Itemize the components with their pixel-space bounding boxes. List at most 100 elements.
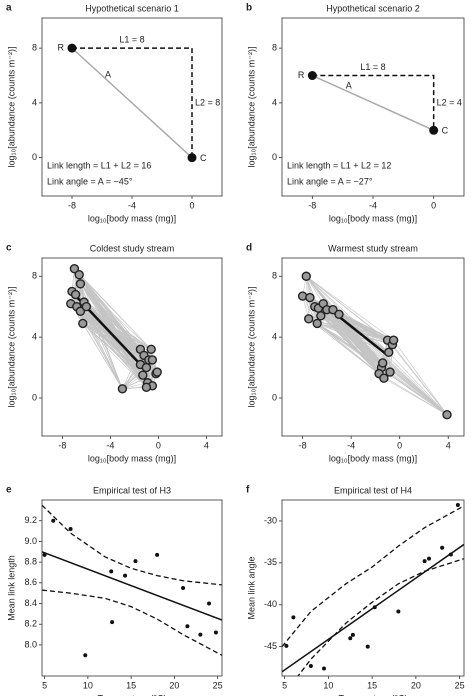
trophic-link [82, 323, 141, 350]
fit-line [42, 551, 222, 621]
trophic-link [78, 274, 152, 350]
y-tick-label: 8 [272, 42, 277, 52]
axes-frame [41, 257, 223, 437]
species-point [141, 362, 152, 373]
x-tick-label: -8 [299, 440, 307, 450]
trophic-link [302, 295, 318, 324]
trophic-link [383, 377, 448, 415]
x-axis-label: log₁₀[body mass (mg)] [88, 453, 176, 463]
x-tick-label: 0 [397, 440, 402, 450]
y-tick-label: 0 [272, 392, 277, 402]
panel: d Warmest study stream log₁₀[body mass (mg… [246, 243, 465, 463]
species-point [305, 292, 315, 303]
data-point [372, 605, 377, 610]
annotation: Link angle = A = −45° [47, 176, 133, 186]
x-tick-label: -8 [58, 440, 66, 450]
x-tick-label: -4 [369, 200, 377, 210]
species-point [152, 367, 162, 377]
trophic-link [338, 314, 394, 341]
x-axis-label: Temperature (°C) [338, 693, 407, 696]
data-point [427, 556, 431, 561]
trophic-link [389, 371, 448, 415]
trophic-link [388, 352, 448, 415]
y-tick-label: 8.4 [24, 598, 37, 608]
data-point [68, 526, 73, 531]
x-tick-label: 25 [213, 680, 223, 690]
species-point [117, 384, 128, 394]
data-point [110, 620, 115, 625]
axes-frame [41, 17, 223, 197]
species-point [70, 289, 81, 300]
panel-letter: e [6, 485, 12, 496]
panel-letter: d [246, 243, 252, 254]
trophic-link [80, 310, 141, 350]
trophic-link [393, 339, 448, 415]
panel-letter: c [6, 243, 12, 254]
plot-area [67, 43, 197, 163]
species-point [81, 301, 92, 312]
data-point [198, 632, 203, 637]
annotation: A [346, 80, 352, 90]
y-tick-label: 4 [272, 331, 277, 341]
panel-title: Empirical test of H4 [334, 485, 412, 495]
x-tick-label: -8 [68, 200, 76, 210]
confidence-band [42, 589, 222, 656]
point-label: R [58, 42, 65, 52]
x-tick-label: 10 [323, 680, 333, 690]
species-point [442, 410, 452, 420]
annotation: L1 = 8 [119, 34, 144, 44]
species-point [138, 370, 148, 380]
dashed-legs [72, 47, 193, 158]
species-point [328, 305, 338, 315]
point-label: R [298, 70, 305, 80]
panel-letter: f [246, 485, 250, 496]
trophic-link [122, 349, 141, 389]
trophic-link [86, 306, 123, 389]
x-tick-label: 20 [411, 680, 421, 690]
annotation: L2 = 4 [437, 97, 462, 107]
x-tick-label: 10 [83, 680, 93, 690]
x-tick-label: 4 [204, 440, 209, 450]
data-point [185, 624, 190, 629]
trophic-link [332, 309, 385, 379]
species-point [147, 355, 158, 365]
trophic-link [317, 323, 394, 341]
plot-area [42, 504, 222, 658]
trophic-link [306, 276, 394, 341]
y-tick-label: 4 [272, 97, 277, 107]
annotation: Link angle = A = −27° [287, 176, 373, 186]
y-axis-label: log₁₀[abundance (counts m⁻²)] [6, 286, 16, 407]
panel: c Coldest study stream log₁₀[body mass (mg… [6, 243, 223, 463]
plot-area [297, 271, 452, 420]
data-point [396, 609, 401, 614]
plot-area [307, 71, 439, 135]
data-point [213, 630, 218, 635]
species-point [379, 373, 389, 383]
trophic-link [338, 314, 389, 353]
data-point [322, 666, 326, 671]
x-tick-label: -4 [128, 200, 136, 210]
x-tick-label: 20 [169, 680, 179, 690]
data-point [284, 643, 289, 648]
confidence-band [297, 558, 464, 676]
annotation: L1 = 8 [360, 62, 385, 72]
panel-title: Empirical test of H3 [93, 485, 171, 495]
x-tick-label: -4 [347, 440, 355, 450]
plot-area [282, 503, 464, 676]
point [187, 153, 197, 163]
trophic-link [86, 306, 152, 350]
axes-frame [41, 499, 223, 677]
x-axis-label: Temperature (°C) [97, 693, 166, 696]
annotation: Link length = L1 + L2 = 16 [47, 160, 151, 170]
trophic-link [122, 371, 158, 390]
data-point [133, 559, 138, 564]
plot-area [66, 263, 162, 394]
x-tick-label: 0 [156, 440, 161, 450]
y-tick-label: -45 [264, 641, 277, 651]
axes-frame [281, 257, 465, 437]
y-tick-label: -40 [264, 599, 277, 609]
annotation: A [105, 69, 111, 79]
panel-letter: a [6, 3, 12, 14]
species-point [384, 347, 394, 358]
species-point [69, 263, 80, 274]
